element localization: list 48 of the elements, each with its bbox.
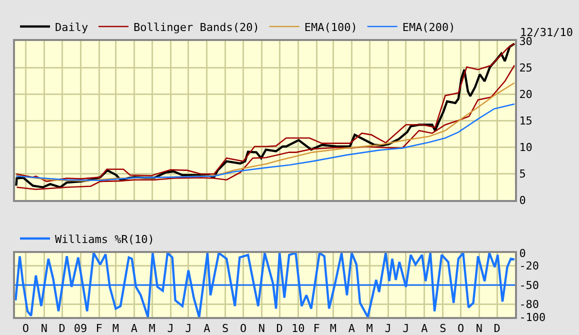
x-tick-label: O: [22, 322, 30, 335]
x-tick-label: N: [258, 322, 266, 335]
x-tick-label: M: [148, 322, 156, 335]
x-tick-label: J: [384, 322, 392, 335]
legend-label: EMA(200): [402, 20, 456, 34]
line-series: [16, 103, 515, 182]
y-tick-label: 25: [519, 61, 532, 74]
y-tick-label: 10: [519, 140, 532, 154]
x-tick-label: O: [457, 322, 464, 335]
x-tick-label: 09: [74, 322, 88, 335]
x-tick-label: S: [440, 322, 446, 335]
x-tick-label: J: [402, 322, 410, 335]
line-series: [16, 82, 515, 182]
y-tick-label: 30: [519, 34, 532, 48]
x-tick-label: D: [276, 322, 283, 335]
x-tick-label: 10: [291, 322, 305, 335]
y-tick-label: 0: [519, 194, 526, 207]
x-tick-label: M: [112, 322, 120, 335]
line-series: [15, 253, 515, 317]
x-tick-label: F: [96, 322, 102, 335]
x-tick-label: A: [421, 322, 428, 335]
y-tick-label: 20: [519, 88, 532, 101]
x-tick-label: A: [348, 322, 356, 335]
line-series: [16, 64, 515, 190]
y-tick-label: -100: [519, 310, 546, 324]
y-tick-label: -20: [519, 260, 540, 273]
x-tick-label: D: [494, 322, 500, 335]
y-tick-label: -50: [519, 278, 540, 292]
x-tick-label: N: [40, 322, 48, 335]
legend-label: Williams %R(10): [55, 232, 154, 246]
x-tick-label: S: [222, 322, 229, 335]
x-tick-label: J: [185, 322, 192, 335]
x-tick-label: D: [58, 322, 66, 335]
y-tick-label: -80: [519, 298, 540, 312]
y-tick-label: 0: [519, 246, 526, 260]
x-tick-label: M: [366, 322, 374, 335]
x-tick-label: N: [476, 322, 483, 335]
legend-label: EMA(100): [304, 20, 358, 34]
y-tick-label: 5: [519, 167, 526, 180]
x-tick-label: M: [330, 322, 337, 335]
x-tick-label: O: [240, 322, 247, 335]
y-tick-label: 15: [519, 114, 532, 128]
x-tick-label: J: [167, 322, 174, 335]
x-tick-label: F: [313, 322, 320, 335]
legend-label: Daily: [55, 20, 88, 34]
x-tick-label: A: [204, 322, 211, 335]
x-tick-label: A: [130, 322, 138, 335]
legend-label: Bollinger Bands(20): [133, 20, 260, 34]
